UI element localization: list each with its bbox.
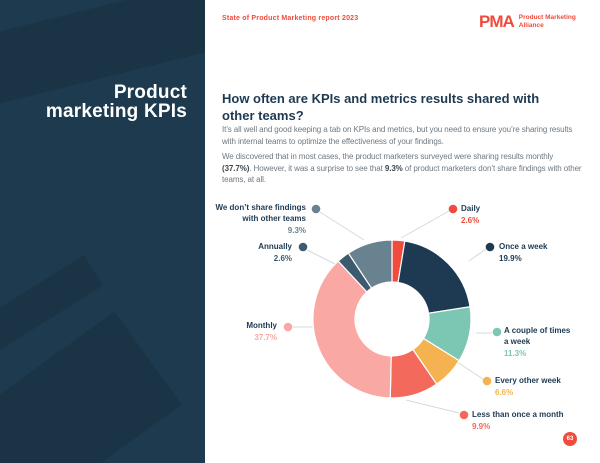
callout-every-other-week-value: 6.6%: [495, 388, 514, 397]
callout-daily: Daily 2.6%: [461, 203, 480, 226]
leader-line-less-than-once-a-month: [405, 399, 460, 414]
findings-text-3: of product marketers don’t share finding…: [222, 163, 582, 185]
pma-logo-name-line2: Alliance: [518, 21, 544, 29]
page-number-badge: 63: [563, 432, 577, 446]
callout-monthly: Monthly 37.7%: [246, 320, 277, 343]
report-title: State of Product Marketing report 2023: [222, 15, 359, 22]
callout-once-a-week-label: Once a week: [499, 242, 548, 251]
pma-logo-name-line1: Product Marketing: [518, 13, 576, 21]
callout-couple-times-week-label: A couple of times: [504, 326, 571, 335]
findings-text-2: . However, it was a surprise to see that: [249, 163, 385, 173]
callout-once-a-week: Once a week 19.9%: [499, 241, 547, 264]
legend-dot-once-a-week: [485, 242, 495, 252]
callout-once-a-week-value: 19.9%: [499, 254, 522, 263]
no-share-stat: 9.3%: [384, 163, 403, 173]
findings-paragraph: We discovered that in most cases, the pr…: [222, 151, 584, 186]
callout-less-than-once-month: Less than once a month 9.9%: [472, 409, 564, 432]
legend-dot-annually: [298, 242, 308, 252]
callout-couple-times-week: A couple of times a week 11.3%: [504, 325, 570, 359]
callout-daily-value: 2.6%: [461, 216, 480, 225]
page-heading: How often are KPIs and metrics results s…: [222, 91, 540, 123]
donut-slice-less-than-once-a-month: [389, 348, 438, 399]
intro-paragraph: It’s all well and good keeping a tab on …: [222, 125, 573, 146]
leader-line-once-a-week: [468, 248, 487, 262]
pma-logo: PMA Product Marketing Alliance: [479, 13, 576, 30]
callout-annually-label: Annually: [258, 242, 292, 251]
legend-dot-every-other-week: [482, 376, 492, 386]
callout-couple-times-week-label2: a week: [504, 337, 531, 346]
legend-dot-daily: [448, 204, 458, 214]
callout-no-share-value: 9.3%: [287, 226, 306, 235]
donut-slice-monthly: [312, 260, 392, 399]
callout-no-share-label2: with other teams: [242, 214, 306, 223]
donut-slice-once-a-week: [397, 240, 471, 314]
callout-no-share: We don’t share findings with other teams…: [215, 202, 306, 236]
pma-logo-name: Product Marketing Alliance: [519, 14, 576, 30]
monthly-stat: (37.7%): [222, 163, 250, 173]
callout-less-than-once-month-label: Less than once a month: [472, 410, 564, 419]
donut-slice-a-couple-of-times-a-week: [422, 306, 472, 362]
callout-every-other-week-label: Every other week: [495, 376, 561, 385]
callout-annually: Annually 2.6%: [258, 241, 292, 264]
callout-couple-times-week-value: 11.3%: [504, 349, 527, 358]
callout-every-other-week: Every other week 6.6%: [495, 375, 561, 398]
callout-annually-value: 2.6%: [273, 254, 292, 263]
section-title: Product marketing KPIs: [45, 82, 187, 122]
sidebar-decorative-shape: [0, 311, 182, 463]
donut-slice-daily: [391, 239, 406, 284]
sidebar: Product marketing KPIs: [0, 0, 205, 463]
callout-monthly-label: Monthly: [246, 321, 277, 330]
leader-line-daily: [400, 210, 450, 239]
legend-dot-less-than-once-a-month: [459, 410, 469, 420]
callout-less-than-once-month-value: 9.9%: [472, 422, 491, 431]
legend-dot-a-couple-of-times-a-week: [492, 327, 502, 337]
callout-daily-label: Daily: [461, 204, 481, 213]
legend-dot-we-don-t-share-findings-with-other-teams: [311, 204, 321, 214]
donut-slice-annually: [337, 252, 373, 293]
donut-slice-we-don-t-share-findings-with-other-teams: [347, 239, 393, 289]
donut-slice-every-other-week: [412, 337, 460, 386]
callout-monthly-value: 37.7%: [254, 333, 277, 342]
leader-line-we-don-t-share-findings-with-other-teams: [319, 211, 365, 241]
findings-text-1: We discovered that in most cases, the pr…: [222, 152, 554, 161]
pma-logo-mark: PMA: [479, 12, 515, 31]
legend-dot-monthly: [283, 322, 293, 332]
callout-no-share-label: We don’t share findings: [215, 203, 306, 212]
leader-line-every-other-week: [456, 361, 484, 380]
leader-line-annually: [306, 249, 342, 268]
